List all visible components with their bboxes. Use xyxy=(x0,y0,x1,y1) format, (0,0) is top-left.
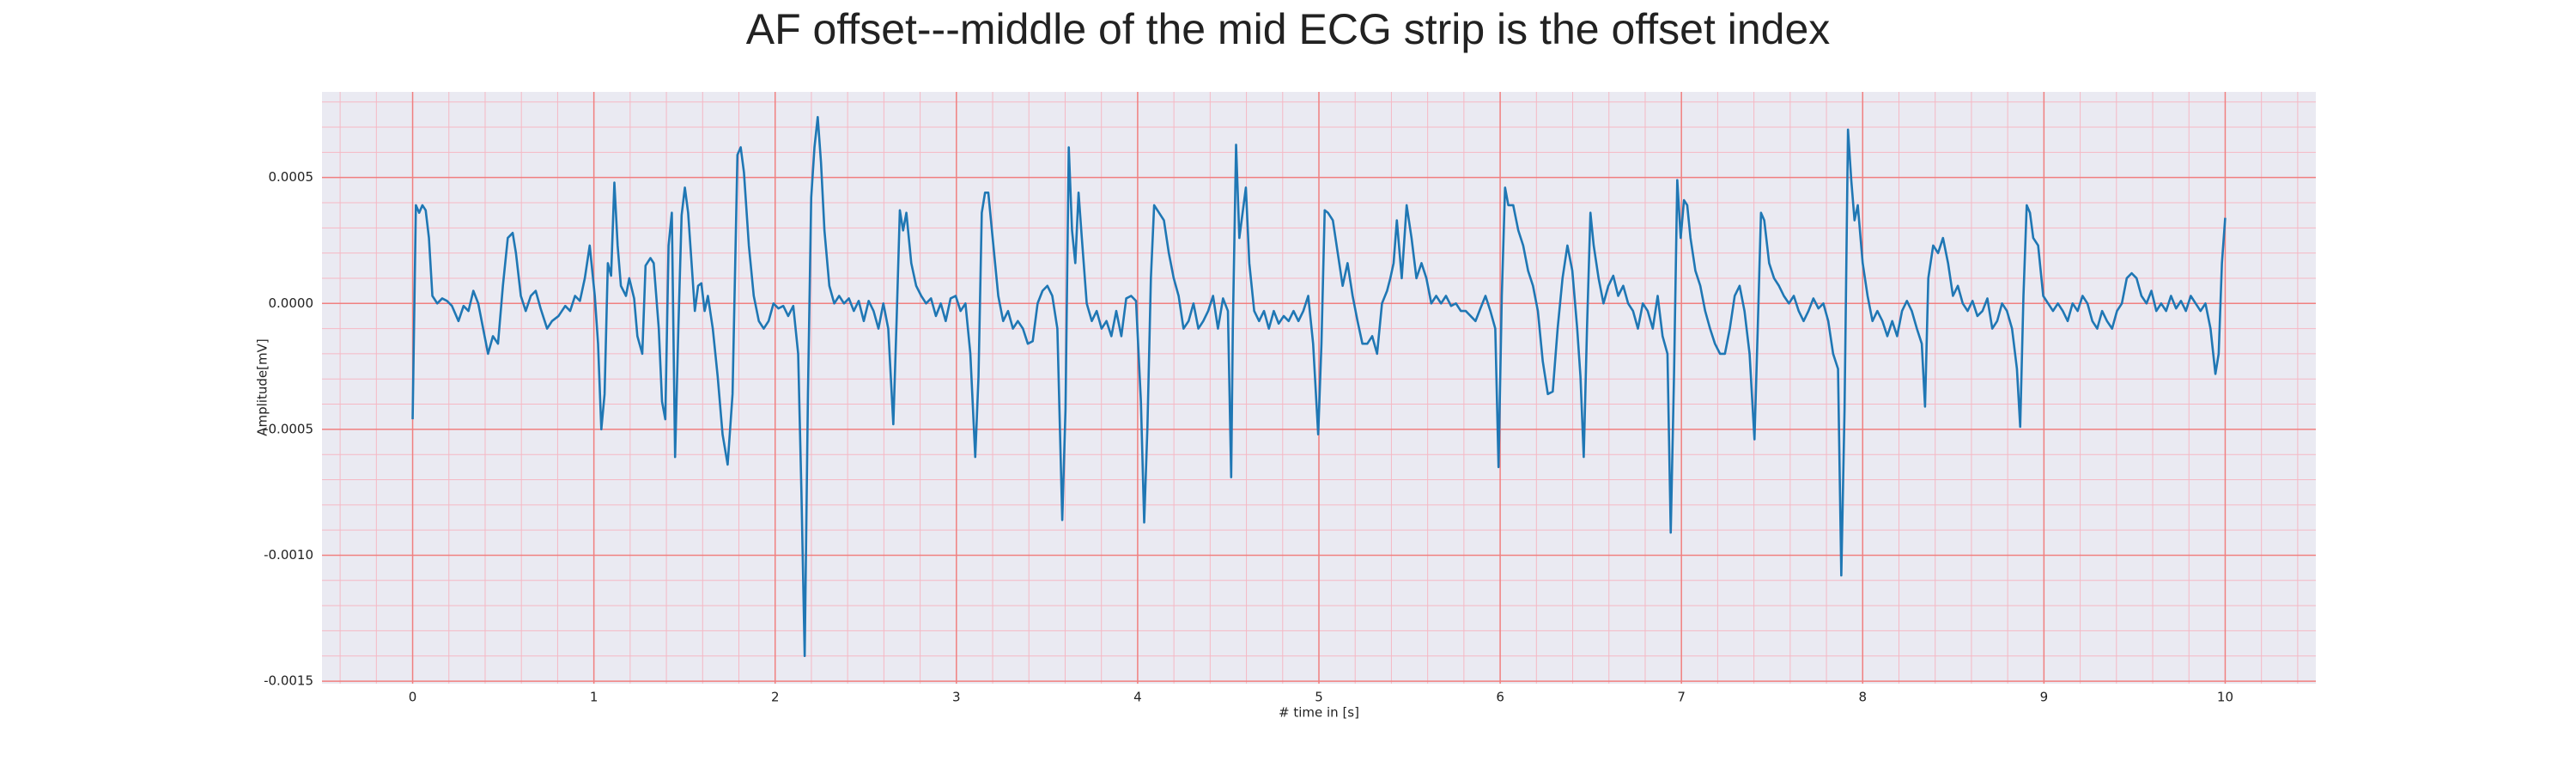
y-tick-label: -0.0010 xyxy=(264,547,313,563)
x-tick-label: 9 xyxy=(2040,690,2049,705)
ecg-line xyxy=(411,116,2227,658)
x-tick-label: 7 xyxy=(1677,690,1686,705)
marks xyxy=(411,116,2227,658)
x-tick-label: 8 xyxy=(1858,690,1867,705)
x-axis-label: # time in [s] xyxy=(1279,705,1359,721)
y-tick-label: -0.0015 xyxy=(264,673,313,689)
x-tick-label: 5 xyxy=(1315,690,1323,705)
chart-title: AF offset---middle of the mid ECG strip … xyxy=(746,5,1831,53)
x-tick-label: 6 xyxy=(1496,690,1504,705)
y-tick-label: 0.0000 xyxy=(269,295,314,311)
x-tick-label: 1 xyxy=(590,690,598,705)
x-tick-label: 4 xyxy=(1133,690,1142,705)
x-tick-label: 3 xyxy=(952,690,961,705)
x-tick-label: 10 xyxy=(2217,690,2233,705)
y-axis-label: Amplitude[mV] xyxy=(255,338,270,435)
y-tick-label: -0.0005 xyxy=(264,421,313,436)
x-tick-label: 2 xyxy=(771,690,780,705)
y-tick-label: 0.0005 xyxy=(269,169,314,185)
x-tick-label: 0 xyxy=(409,690,417,705)
